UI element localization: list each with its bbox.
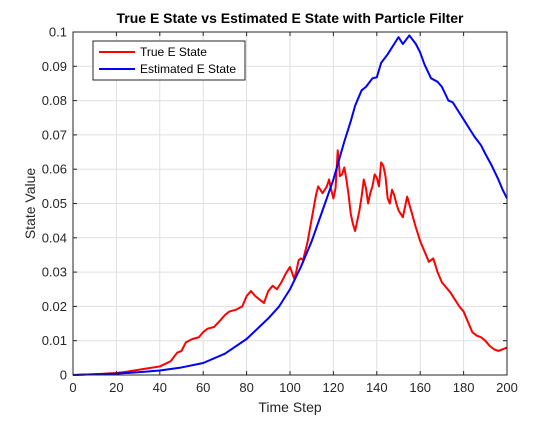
series-group — [72, 34, 508, 376]
y-axis-label: State Value — [22, 168, 38, 240]
x-tick-label: 160 — [409, 380, 431, 395]
y-tick-label: 0.07 — [42, 127, 67, 142]
x-tick-label: 60 — [196, 380, 210, 395]
x-tick-label: 120 — [323, 380, 345, 395]
series-line-estimated-e-state — [72, 34, 508, 376]
legend-label-estimated-e-state: Estimated E State — [140, 62, 236, 76]
legend: True E State Estimated E State — [92, 40, 246, 81]
x-tick-label: 40 — [153, 380, 167, 395]
ticks — [72, 31, 508, 376]
y-tick-label: 0.05 — [42, 196, 67, 211]
legend-box — [92, 40, 246, 81]
x-tick-label: 140 — [366, 380, 388, 395]
x-tick-label: 0 — [69, 380, 76, 395]
x-tick-label: 80 — [239, 380, 253, 395]
tick-labels: 0 20 40 60 80 100 120 140 160 180 200 0 0.01 0.02 0.03… — [42, 25, 518, 396]
series-line-true-e-state — [72, 149, 508, 376]
y-tick-label: 0.09 — [42, 59, 67, 74]
legend-label-true-e-state: True E State — [140, 45, 207, 59]
y-tick-label: 0.01 — [42, 333, 67, 348]
y-tick-label: 0 — [60, 368, 67, 383]
chart-title: True E State vs Estimated E State with P… — [116, 10, 464, 26]
x-tick-label: 180 — [453, 380, 475, 395]
y-tick-label: 0.06 — [42, 162, 67, 177]
x-tick-label: 200 — [496, 380, 518, 395]
x-axis-label: Time Step — [258, 399, 321, 415]
y-tick-label: 0.1 — [49, 25, 67, 40]
y-tick-label: 0.02 — [42, 299, 67, 314]
x-tick-label: 100 — [279, 380, 301, 395]
y-tick-label: 0.04 — [42, 230, 67, 245]
x-tick-label: 20 — [109, 380, 123, 395]
y-tick-label: 0.03 — [42, 265, 67, 280]
y-tick-label: 0.08 — [42, 93, 67, 108]
